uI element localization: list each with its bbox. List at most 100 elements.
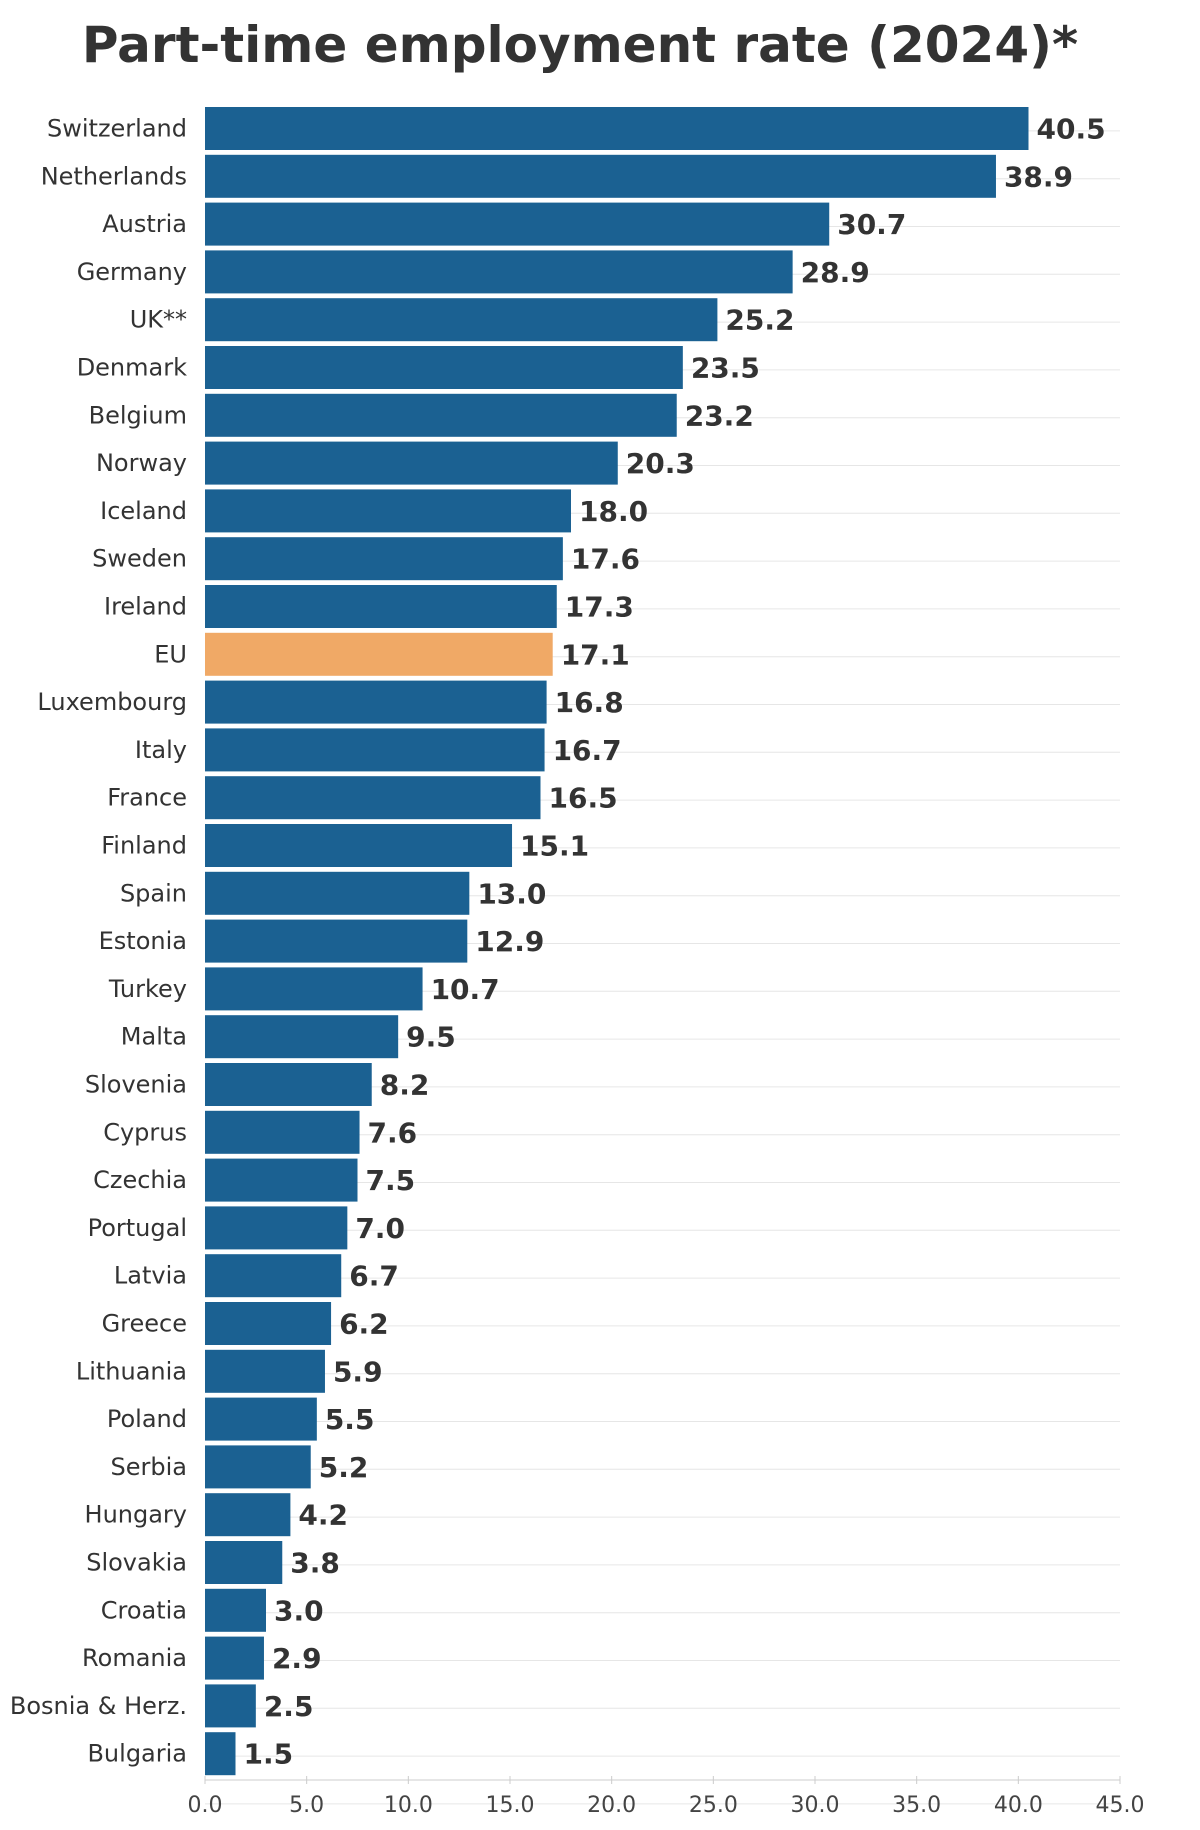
bar-latvia (205, 1254, 342, 1298)
bar-norway (205, 441, 618, 485)
category-label: Sweden (92, 545, 187, 573)
value-label: 38.9 (1004, 160, 1073, 193)
x-tick-label: 5.0 (289, 1793, 324, 1818)
category-label: Latvia (114, 1262, 187, 1290)
bar-spain (205, 871, 470, 915)
category-label: Hungary (85, 1501, 187, 1529)
category-label: Turkey (108, 975, 187, 1003)
bar-france (205, 776, 541, 820)
value-label: 17.3 (565, 591, 634, 624)
value-label: 16.7 (553, 734, 622, 767)
category-label: Slovakia (86, 1549, 187, 1577)
category-label: France (107, 784, 187, 812)
bar-estonia (205, 919, 468, 963)
category-label: Iceland (100, 497, 187, 525)
bar-malta (205, 1015, 399, 1059)
category-label: Lithuania (76, 1357, 187, 1385)
value-label: 16.5 (549, 782, 618, 815)
value-label: 5.9 (333, 1355, 383, 1388)
bar-finland (205, 824, 513, 867)
category-label: Poland (107, 1405, 187, 1433)
value-label: 6.2 (339, 1308, 389, 1341)
category-label: Malta (121, 1023, 187, 1051)
value-label: 3.0 (274, 1594, 324, 1627)
category-label: Luxembourg (37, 688, 187, 716)
value-label: 12.9 (475, 925, 544, 958)
category-label: Germany (77, 258, 187, 286)
category-label: Portugal (88, 1214, 187, 1242)
category-label: Slovenia (85, 1071, 187, 1099)
category-label: Romania (82, 1644, 187, 1672)
value-label: 2.9 (272, 1642, 322, 1675)
bar-germany (205, 250, 793, 294)
category-label: Netherlands (41, 162, 187, 190)
bar-denmark (205, 346, 683, 389)
bar-slovenia (205, 1063, 372, 1106)
bars (205, 107, 1029, 1776)
bar-slovakia (205, 1541, 283, 1584)
x-tick-label: 40.0 (994, 1793, 1043, 1818)
bar-netherlands (205, 154, 996, 198)
bar-switzerland (205, 107, 1029, 150)
value-label: 8.2 (380, 1069, 430, 1102)
bar-italy (205, 728, 545, 772)
x-tick-label: 25.0 (689, 1793, 738, 1818)
category-label: Serbia (111, 1453, 187, 1481)
category-label: Austria (102, 210, 187, 238)
x-tick-label: 15.0 (486, 1793, 535, 1818)
category-label: Greece (102, 1310, 187, 1338)
x-tick-label: 35.0 (892, 1793, 941, 1818)
category-label: UK** (130, 306, 187, 334)
x-tick-label: 0.0 (188, 1793, 223, 1818)
x-axis: 0.0 5.0 10.0 15.0 20.0 25.0 30.0 35.0 40.0 45.0 (188, 1776, 1144, 1818)
category-label: Bosnia & Herz. (10, 1692, 187, 1720)
chart-title: Part-time employment rate (2024)* (81, 16, 1079, 74)
bar-cyprus (205, 1110, 360, 1154)
bar-uk (205, 298, 718, 342)
category-label: Italy (135, 736, 187, 764)
x-tick-label: 10.0 (384, 1793, 433, 1818)
category-label: Finland (101, 832, 187, 860)
category-label: Spain (120, 879, 187, 907)
category-label: Belgium (89, 401, 187, 429)
value-label: 1.5 (244, 1738, 294, 1771)
value-label: 20.3 (626, 447, 695, 480)
bar-bulgaria (205, 1732, 236, 1776)
value-label: 40.5 (1037, 113, 1106, 146)
value-label: 10.7 (431, 973, 500, 1006)
bar-turkey (205, 967, 423, 1011)
bar-belgium (205, 393, 677, 437)
bar-austria (205, 202, 830, 246)
bar-luxembourg (205, 680, 547, 724)
value-label: 17.1 (561, 638, 630, 671)
value-label: 3.8 (290, 1547, 340, 1580)
bar-croatia (205, 1588, 266, 1632)
value-label: 15.1 (520, 830, 589, 863)
bar-portugal (205, 1206, 348, 1250)
category-label: Bulgaria (87, 1740, 187, 1768)
category-label: Cyprus (103, 1118, 187, 1146)
value-label: 5.5 (325, 1403, 375, 1436)
category-label: Norway (96, 449, 187, 477)
value-label: 23.2 (685, 399, 754, 432)
value-label: 5.2 (319, 1451, 369, 1484)
value-label: 7.0 (355, 1212, 405, 1245)
category-label: Switzerland (47, 115, 187, 143)
value-label: 7.5 (366, 1164, 416, 1197)
value-label: 30.7 (837, 208, 906, 241)
bar-czechia (205, 1158, 358, 1202)
value-label: 9.5 (406, 1021, 456, 1054)
bar-lithuania (205, 1349, 325, 1393)
bar-sweden (205, 537, 563, 581)
value-label: 17.6 (571, 543, 640, 576)
value-label: 2.5 (264, 1690, 314, 1723)
value-label: 13.0 (477, 877, 546, 910)
bar-eu (205, 632, 553, 676)
value-label: 18.0 (579, 495, 648, 528)
value-label: 28.9 (801, 256, 870, 289)
bar-hungary (205, 1493, 291, 1537)
x-tick-label: 20.0 (587, 1793, 636, 1818)
value-label: 7.6 (368, 1116, 418, 1149)
